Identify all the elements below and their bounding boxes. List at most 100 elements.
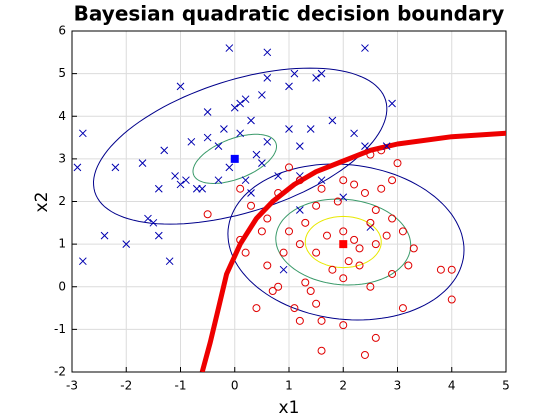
point-circle — [344, 257, 353, 266]
x-tick-label: 4 — [448, 379, 456, 393]
point-x — [241, 176, 250, 185]
point-x — [165, 257, 174, 266]
point-circle — [360, 350, 369, 359]
decision-boundary — [199, 130, 506, 372]
point-circle — [350, 235, 359, 244]
point-x — [252, 150, 261, 159]
point-circle — [285, 163, 293, 172]
mean-marker — [339, 240, 348, 249]
point-circle — [317, 184, 326, 193]
point-x — [138, 159, 147, 167]
point-x — [306, 125, 315, 133]
y-tick-label: -2 — [54, 365, 66, 379]
x-axis-label: x1 — [279, 398, 300, 418]
point-x — [279, 265, 288, 274]
point-x — [258, 159, 266, 167]
point-circle — [279, 248, 288, 257]
x-tick-label: 3 — [394, 379, 402, 393]
y-axis-label: x2 — [32, 192, 52, 213]
point-circle — [274, 282, 283, 291]
point-x — [361, 44, 369, 52]
point-circle — [339, 227, 348, 236]
x-tick-label: -2 — [120, 379, 132, 393]
point-x — [203, 108, 212, 116]
point-circle — [312, 299, 321, 308]
point-circle — [388, 269, 397, 278]
point-x — [225, 44, 234, 52]
point-x — [122, 240, 131, 248]
x-tick-label: 5 — [502, 379, 510, 393]
point-x — [187, 137, 196, 146]
point-circle — [366, 218, 375, 227]
point-x — [203, 133, 212, 142]
point-circle — [409, 244, 418, 253]
point-x — [176, 180, 185, 189]
point-x — [230, 103, 239, 112]
point-circle — [263, 261, 272, 270]
point-circle — [295, 240, 304, 249]
point-circle — [301, 218, 310, 227]
y-tick-label: 2 — [58, 194, 66, 208]
y-tick-label: 1 — [58, 237, 66, 251]
point-x — [247, 189, 255, 197]
point-x — [78, 129, 87, 138]
x-tick-label: -1 — [175, 379, 187, 393]
chart-title: Bayesian quadratic decision boundary — [74, 2, 505, 26]
point-x — [236, 99, 245, 108]
point-circle — [360, 188, 369, 197]
point-circle — [447, 265, 456, 274]
point-circle — [377, 146, 386, 155]
point-x — [220, 125, 228, 133]
point-x — [236, 129, 245, 138]
point-circle — [295, 176, 304, 185]
point-circle — [377, 184, 386, 193]
point-circle — [382, 231, 391, 240]
mean-marker — [230, 154, 239, 163]
point-x — [295, 206, 304, 214]
point-x — [263, 74, 272, 82]
point-circle — [274, 188, 283, 197]
point-circle — [322, 231, 331, 240]
point-x — [258, 91, 266, 99]
point-circle — [393, 159, 402, 168]
point-x — [176, 82, 185, 91]
point-circle — [328, 265, 337, 274]
point-x — [100, 231, 109, 240]
point-x — [78, 257, 87, 266]
point-x — [192, 184, 201, 193]
point-x — [295, 172, 304, 180]
point-x — [111, 163, 120, 172]
point-x — [312, 74, 320, 82]
point-circle — [388, 214, 397, 223]
point-x — [274, 172, 283, 180]
point-x — [149, 218, 158, 227]
point-x — [290, 69, 299, 78]
point-x — [295, 142, 304, 150]
y-tick-label: 3 — [58, 151, 66, 165]
contour-ellipse — [304, 215, 382, 269]
point-x — [154, 231, 163, 240]
point-x — [285, 82, 293, 91]
point-circle — [252, 304, 261, 313]
contour-ellipse — [192, 133, 277, 185]
y-tick-label: 5 — [58, 66, 66, 80]
x-tick-label: 1 — [285, 379, 293, 393]
point-x — [171, 172, 179, 180]
point-x — [241, 95, 250, 104]
point-circle — [355, 261, 364, 270]
point-circle — [268, 287, 277, 296]
point-circle — [290, 304, 299, 313]
point-circle — [371, 206, 380, 215]
point-x — [263, 48, 272, 57]
point-circle — [306, 287, 315, 296]
x-tick-label: 2 — [339, 379, 347, 393]
point-circle — [257, 227, 266, 236]
y-tick-label: 0 — [58, 279, 66, 293]
point-x — [225, 163, 234, 172]
point-circle — [371, 333, 380, 342]
point-circle — [236, 184, 245, 193]
x-tick-label: 0 — [231, 379, 239, 393]
point-x — [73, 163, 82, 172]
point-x — [317, 176, 326, 185]
point-circle — [285, 227, 293, 236]
